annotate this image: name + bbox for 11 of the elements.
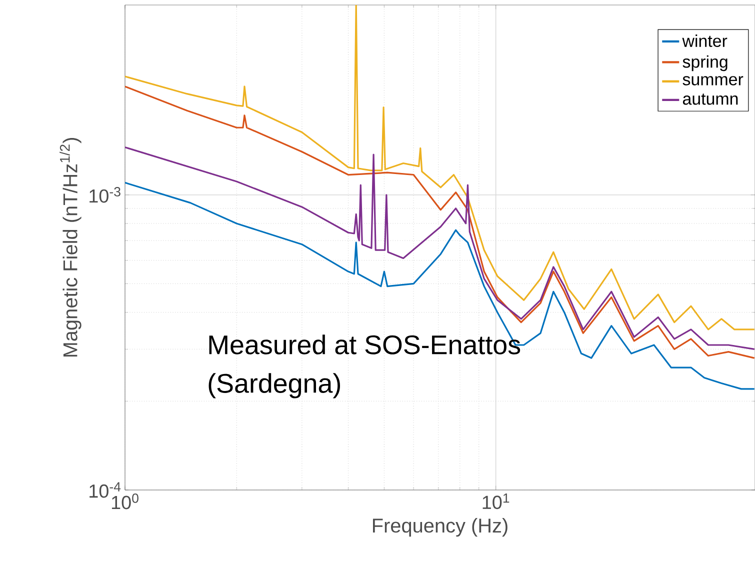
annotation: (Sardegna) (208, 373, 340, 398)
y-tick-label: 10$^{-3}$ (90, 187, 120, 203)
annotation: Measured at SOS-Enattos (209, 334, 520, 354)
legend-label: autumn (682, 94, 738, 105)
y-axis-title: Magnetic Field (nT/Hz$^{1/2}$) (60, 138, 82, 357)
legend-label: spring (682, 55, 728, 72)
x-tick-label: 10$^{0}$ (112, 494, 138, 510)
x-tick-label: 10$^{1}$ (482, 494, 510, 510)
x-axis-title: Frequency (Hz) (373, 518, 508, 537)
legend-label: winter (682, 34, 728, 47)
legend-label: summer (682, 76, 744, 86)
